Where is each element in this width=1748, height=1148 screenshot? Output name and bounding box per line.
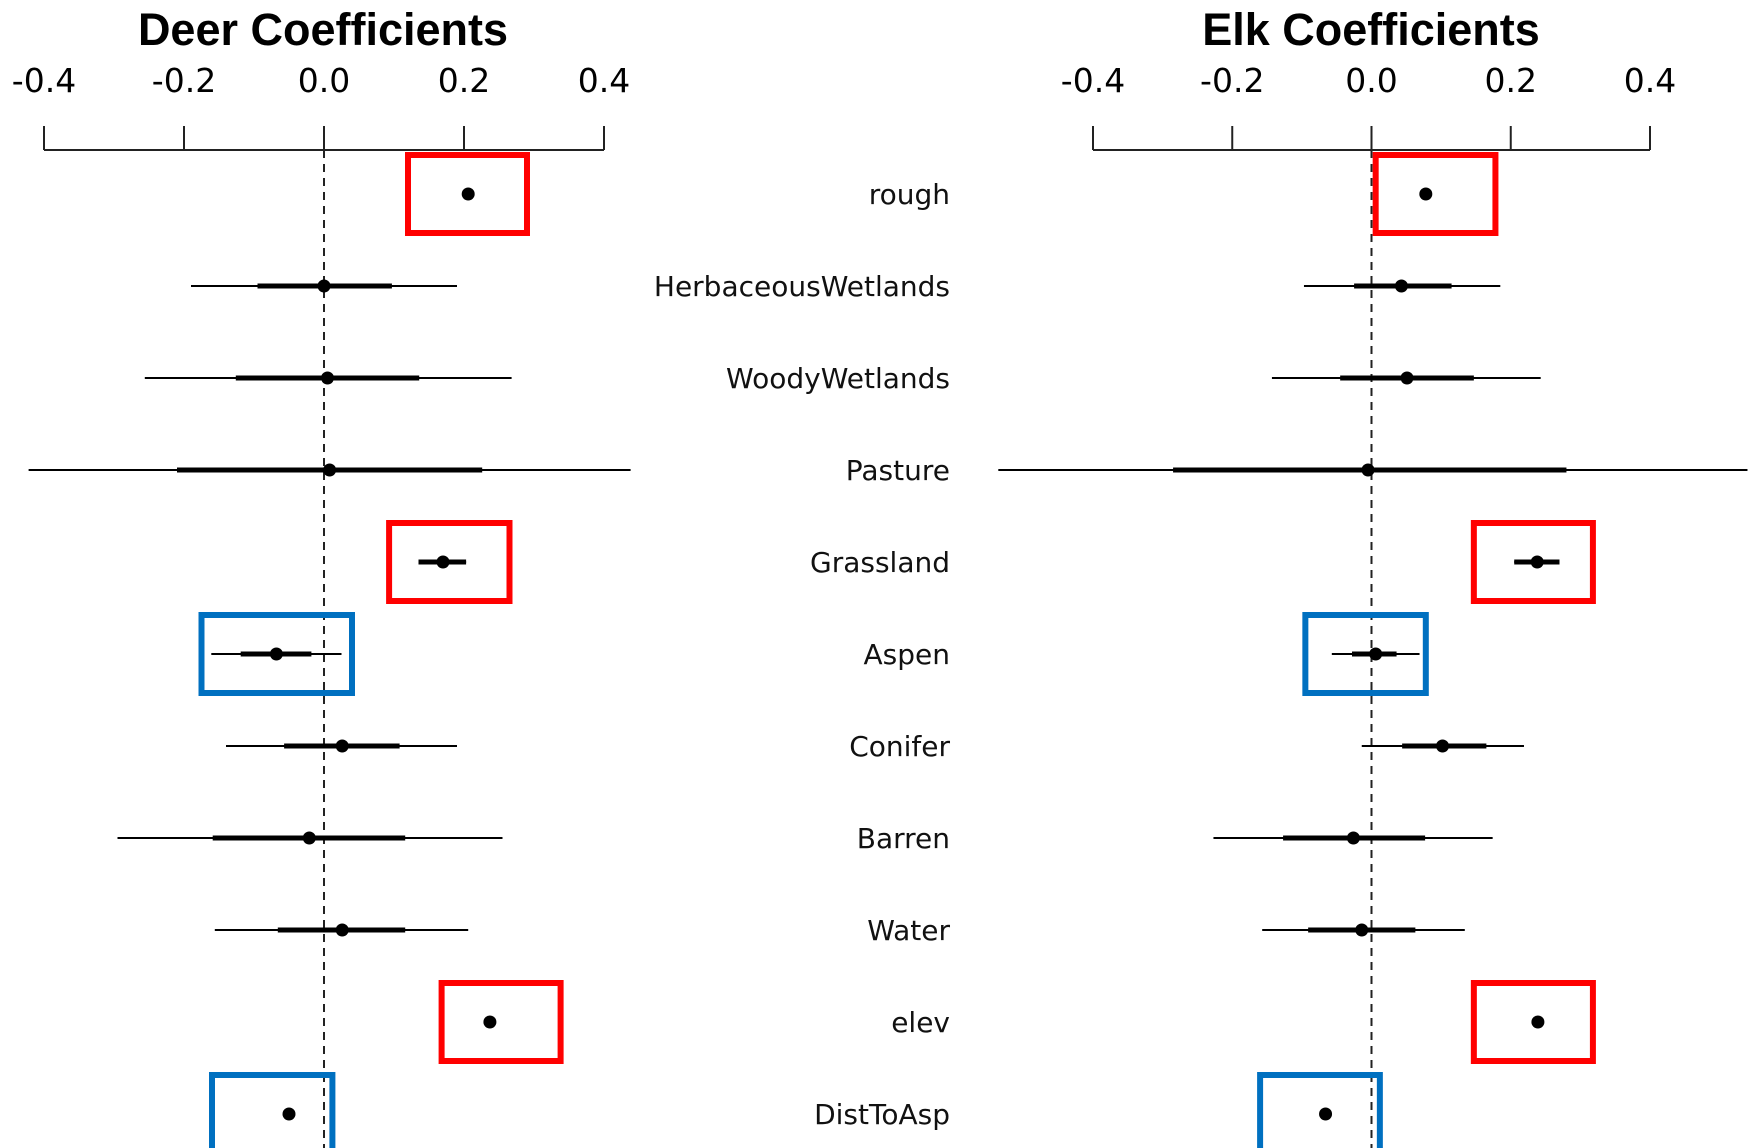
deer-panel-title: Deer Coefficients (138, 4, 508, 55)
deer-estimate-point (317, 279, 331, 293)
elk-estimate-point (1400, 371, 1414, 385)
elk-tick-label: -0.4 (1061, 61, 1125, 100)
elk-highlight-box (1372, 152, 1499, 236)
elk-estimate-point (1419, 187, 1433, 201)
elk-estimate-point (1530, 555, 1544, 569)
variable-label: HerbaceousWetlands (654, 270, 950, 303)
deer-panel: Deer Coefficients -0.4 -0.2 0.0 0.2 0.4 (12, 4, 631, 1148)
deer-estimate-point (323, 463, 337, 477)
deer-tick-label: -0.4 (12, 61, 76, 100)
variable-label: Aspen (864, 638, 951, 671)
elk-tick-label: -0.2 (1200, 61, 1264, 100)
deer-estimate-point (461, 187, 475, 201)
elk-highlight-box (1470, 980, 1596, 1064)
deer-estimate-point (302, 831, 316, 845)
variable-label: Barren (857, 822, 950, 855)
deer-highlight-box (198, 612, 355, 696)
deer-estimate-point (321, 371, 334, 385)
variable-labels: rough HerbaceousWetlands WoodyWetlands Past… (654, 178, 951, 1131)
elk-estimate-point (1436, 739, 1450, 753)
deer-tick-label: 0.0 (298, 61, 350, 100)
deer-highlight-box (386, 520, 513, 604)
deer-estimate-point (269, 647, 283, 661)
elk-estimate-point (1531, 1015, 1545, 1029)
deer-highlight-box (405, 152, 530, 236)
elk-panel: Elk Coefficients -0.4 -0.2 0.0 0.2 0.4 (998, 4, 1748, 1148)
deer-highlight-box (438, 980, 564, 1064)
variable-label: elev (891, 1006, 950, 1039)
variable-label: Pasture (846, 454, 950, 487)
elk-highlight-box (1257, 1072, 1383, 1148)
elk-tick-label: 0.2 (1485, 61, 1537, 100)
deer-tick-label: -0.2 (152, 61, 216, 100)
deer-estimate-point (436, 555, 450, 569)
elk-tick-label: 0.0 (1345, 61, 1397, 100)
deer-highlight-box (209, 1072, 336, 1148)
elk-highlight-box (1470, 520, 1596, 604)
deer-tick-label: 0.4 (578, 61, 630, 100)
variable-label: Conifer (849, 730, 950, 763)
deer-estimate-point (335, 739, 349, 753)
elk-estimate-point (1319, 1107, 1333, 1121)
deer-tick-label: 0.2 (438, 61, 490, 100)
variable-label: DistToAsp (814, 1098, 950, 1131)
variable-label: Grassland (810, 546, 950, 579)
elk-estimate-point (1346, 831, 1360, 845)
elk-estimate-point (1355, 923, 1369, 937)
variable-label: Water (867, 914, 950, 947)
elk-highlight-box (1302, 612, 1429, 696)
elk-tick-label: 0.4 (1624, 61, 1676, 100)
deer-estimate-point (483, 1015, 497, 1029)
deer-estimate-point (282, 1107, 296, 1121)
elk-estimate-point (1394, 279, 1408, 293)
elk-estimate-point (1369, 647, 1383, 661)
variable-label: rough (869, 178, 950, 211)
variable-label: WoodyWetlands (726, 362, 950, 395)
elk-estimate-point (1361, 463, 1375, 477)
elk-panel-title: Elk Coefficients (1202, 4, 1540, 55)
deer-estimate-point (335, 923, 349, 937)
